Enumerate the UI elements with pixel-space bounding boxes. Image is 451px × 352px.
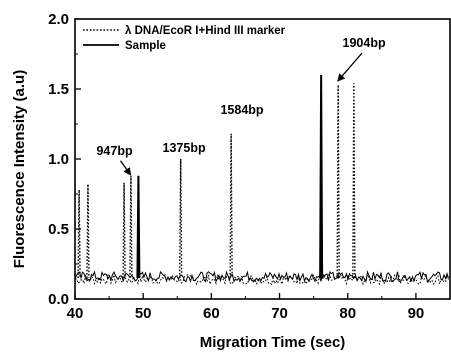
peak bbox=[229, 133, 233, 279]
y-tick-label: 1.5 bbox=[48, 81, 69, 98]
legend: λ DNA/EcoR I+Hind III marker Sample bbox=[83, 25, 286, 52]
peak-annotation: 1904bp bbox=[343, 36, 386, 50]
x-tick-label: 70 bbox=[271, 305, 288, 322]
peak-annotation: 1375bp bbox=[163, 141, 206, 155]
series-sample bbox=[74, 74, 449, 284]
peak-annotation: 947bp bbox=[96, 144, 132, 158]
y-tick-label: 0.5 bbox=[48, 221, 69, 238]
peak bbox=[86, 184, 90, 279]
peak bbox=[77, 189, 81, 279]
peak bbox=[129, 175, 133, 279]
legend-label: λ DNA/EcoR I+Hind III marker bbox=[125, 25, 286, 37]
plot-frame bbox=[74, 18, 451, 300]
annotation-arrow bbox=[120, 160, 132, 176]
x-tick-label: 60 bbox=[203, 305, 220, 322]
y-tick-label: 2.0 bbox=[48, 11, 69, 28]
peak bbox=[136, 175, 141, 279]
peak bbox=[178, 158, 183, 279]
traces bbox=[74, 74, 449, 286]
annotations: 947bp 1375bp 1584bp 1904bp bbox=[96, 36, 386, 176]
peak bbox=[352, 83, 356, 279]
ticks: 40 50 60 70 80 90 0.0 0.5 1.0 1.5 2.0 bbox=[48, 11, 424, 322]
x-axis-title: Migration Time (sec) bbox=[200, 334, 346, 351]
series-baseline bbox=[74, 272, 449, 286]
y-tick-label: 0.0 bbox=[48, 291, 69, 308]
series-marker bbox=[74, 83, 449, 286]
x-tick-label: 80 bbox=[339, 305, 356, 322]
y-tick-label: 1.0 bbox=[48, 151, 69, 168]
peak bbox=[122, 182, 126, 279]
peak bbox=[319, 74, 324, 279]
y-axis-title: Fluorescence Intensity (a.u) bbox=[11, 70, 28, 268]
x-tick-label: 90 bbox=[408, 305, 425, 322]
x-tick-label: 50 bbox=[135, 305, 152, 322]
plot-area-border bbox=[74, 18, 451, 300]
annotation-arrow bbox=[337, 52, 363, 82]
peak-annotation: 1584bp bbox=[220, 103, 263, 117]
legend-label: Sample bbox=[125, 40, 166, 52]
x-tick-label: 40 bbox=[67, 305, 84, 322]
peak bbox=[336, 84, 340, 279]
series-baseline bbox=[74, 270, 449, 284]
